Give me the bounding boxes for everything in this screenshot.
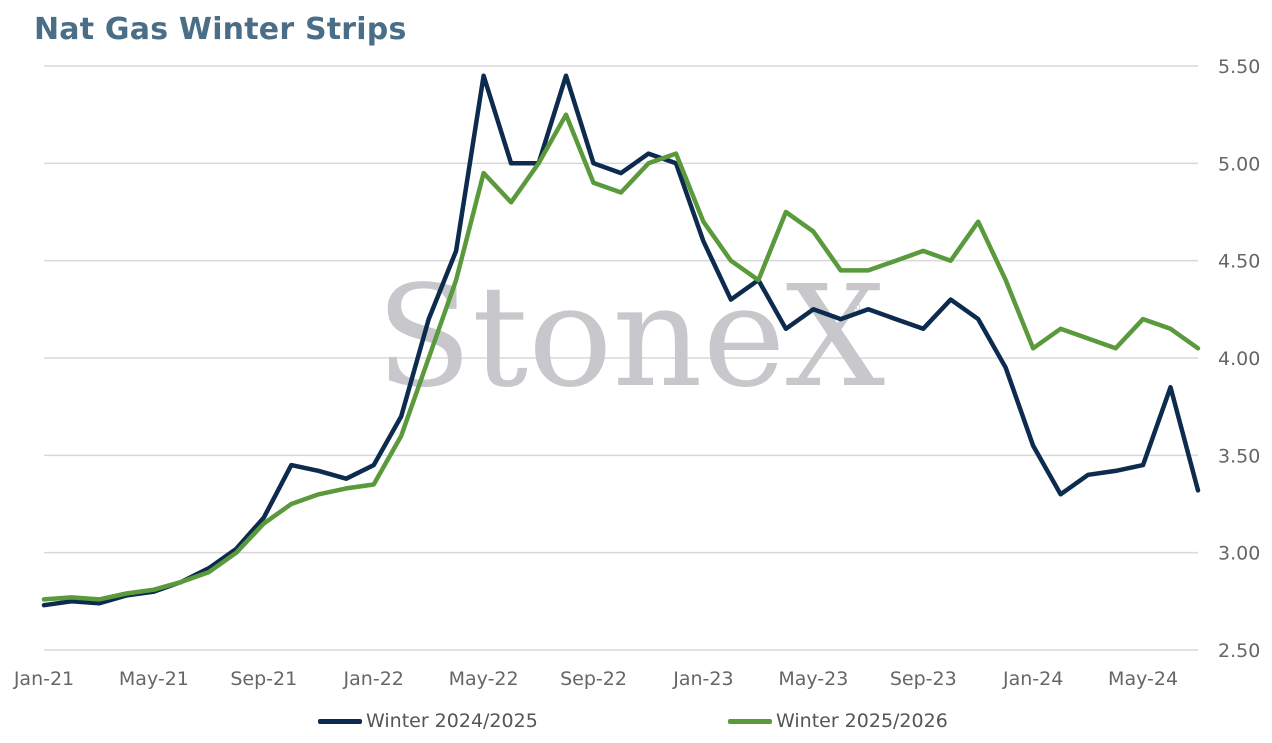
watermark-logo: StoneX [376,256,885,419]
x-tick-label: Jan-24 [1002,668,1063,690]
legend-swatch-1 [318,718,362,724]
x-tick-label: May-22 [449,668,519,690]
x-tick-label: Sep-22 [560,668,627,690]
y-tick-label: 2.50 [1218,640,1260,662]
gridlines [44,65,1198,651]
x-tick-label: Jan-23 [672,668,733,690]
series-line-2 [41,112,1201,602]
x-tick-label: Sep-21 [230,668,297,690]
x-tick-label: May-24 [1108,668,1178,690]
series-line-1 [41,73,1201,608]
x-tick-label: Sep-23 [890,668,957,690]
x-tick-label: May-23 [778,668,848,690]
y-tick-label: 4.00 [1218,348,1260,370]
series-lines [41,73,1201,608]
legend-swatch-2 [728,718,772,724]
x-axis-ticks: Jan-21 May-21 Sep-21 Jan-22 May-22 Sep-22 Jan-… [13,668,1178,690]
legend-label-1: Winter 2024/2025 [366,710,538,732]
x-tick-label: Jan-22 [343,668,404,690]
y-tick-label: 5.00 [1218,153,1260,175]
x-tick-label: May-21 [119,668,189,690]
y-tick-label: 5.50 [1218,56,1260,78]
legend-label-2: Winter 2025/2026 [776,710,948,732]
x-tick-label: Jan-21 [13,668,74,690]
legend-item-series-1: Winter 2024/2025 [318,710,538,732]
y-tick-label: 4.50 [1218,251,1260,273]
y-tick-label: 3.50 [1218,445,1260,467]
y-tick-label: 3.00 [1218,543,1260,565]
legend-item-series-2: Winter 2025/2026 [728,710,948,732]
y-axis-ticks: 5.50 5.00 4.50 4.00 3.50 3.00 2.50 [1218,56,1260,662]
chart-title: Nat Gas Winter Strips [34,12,407,47]
